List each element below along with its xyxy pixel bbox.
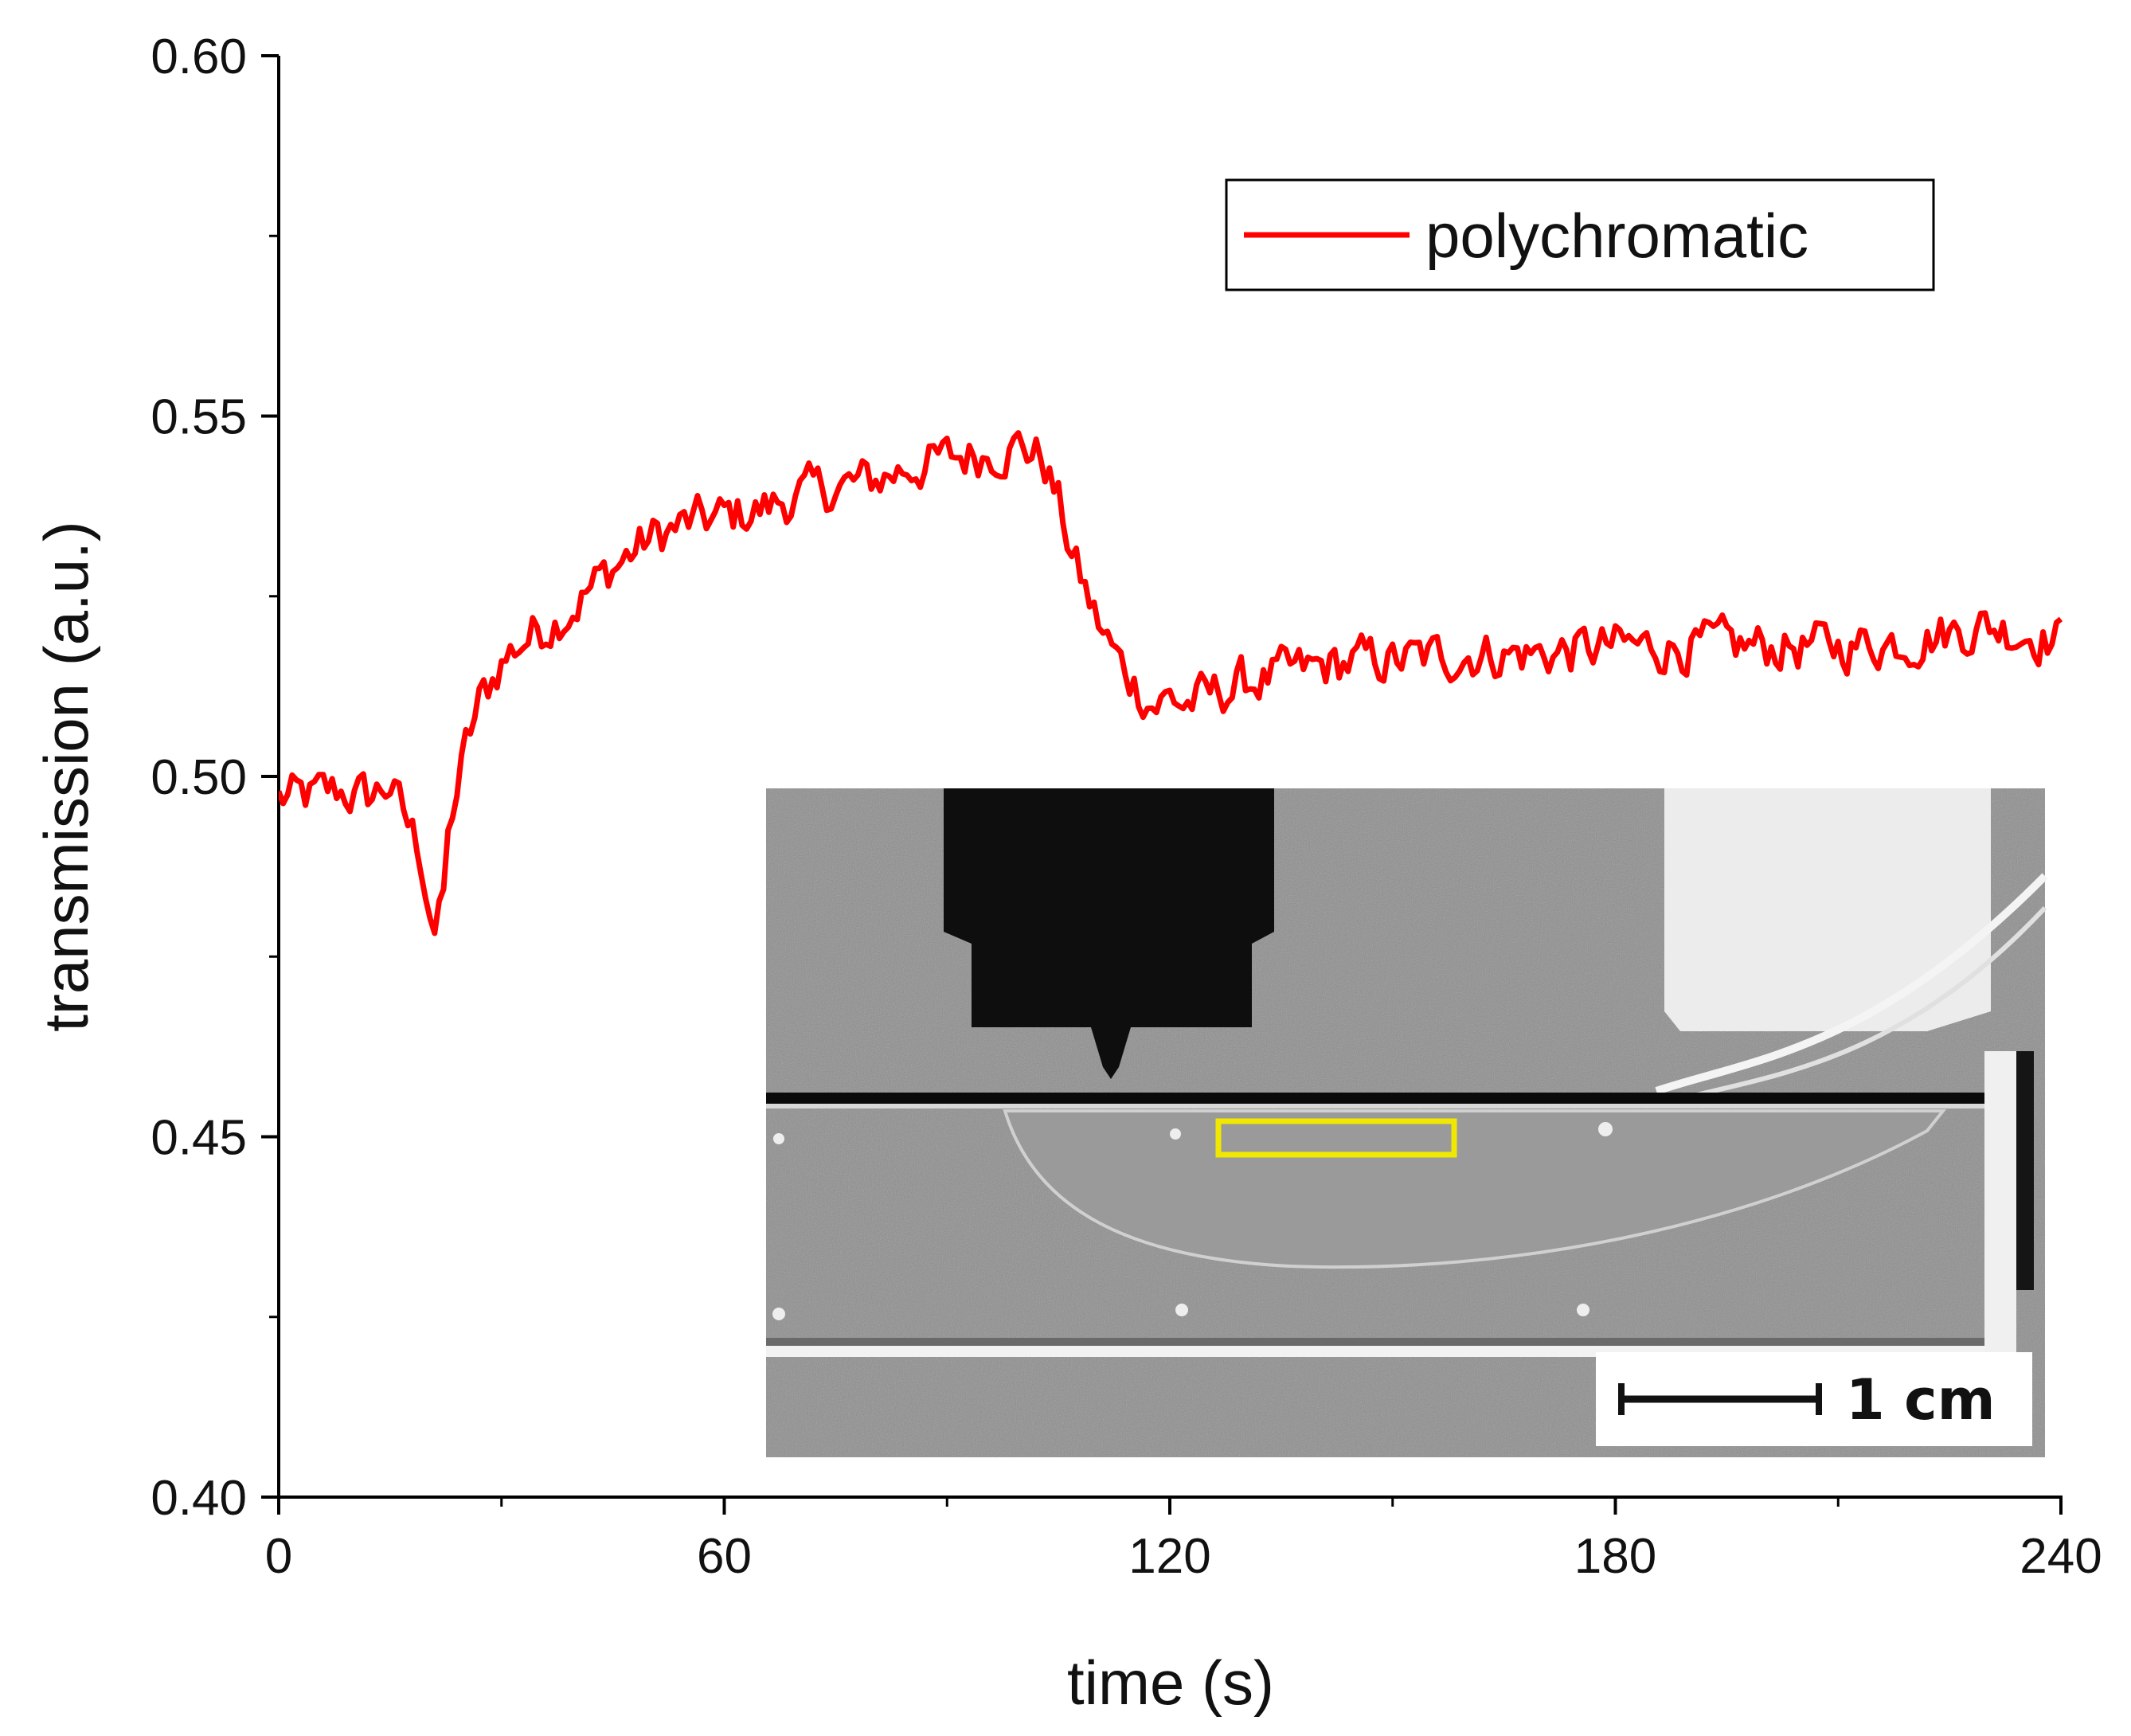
- series-line-polychromatic: [279, 430, 2063, 936]
- melt-pool-shape: [1003, 1109, 1947, 1269]
- marker-dot: [1598, 1122, 1613, 1136]
- marker-dot: [772, 1308, 785, 1320]
- x-ticks: 0 60 120 180 240: [265, 1497, 2102, 1584]
- y-tick-label: 0.50: [151, 750, 247, 805]
- nozzle-shape: [944, 788, 1274, 1079]
- x-axis-title: time (s): [1067, 1648, 1274, 1718]
- y-tick-label: 0.55: [151, 390, 247, 445]
- bracket-shape: [1664, 788, 1991, 1031]
- marker-dot: [1577, 1304, 1589, 1316]
- plate-bottom-shadow: [766, 1338, 1992, 1346]
- right-post-shadow: [2016, 1051, 2034, 1290]
- cable-shape-2: [1664, 905, 2047, 1105]
- x-tick-label: 0: [265, 1529, 292, 1584]
- legend: polychromatic: [1225, 178, 1935, 291]
- x-tick-label: 180: [1574, 1529, 1656, 1584]
- y-tick-label: 0.40: [151, 1471, 247, 1526]
- legend-label-polychromatic: polychromatic: [1425, 201, 1808, 271]
- axes: 0.40 0.45 0.50 0.55 0.60 0 60 120 180 240: [151, 29, 2102, 1584]
- inset-xray-image: 1 cm: [766, 788, 2048, 1457]
- y-tick-label: 0.60: [151, 29, 247, 84]
- x-tick-label: 240: [2020, 1529, 2102, 1584]
- y-axis-title: transmission (a.u.): [31, 521, 101, 1032]
- marker-dot: [1170, 1128, 1181, 1140]
- marker-dot: [773, 1133, 784, 1144]
- plate-top-highlight: [766, 1104, 1984, 1108]
- marker-dot: [1175, 1304, 1188, 1316]
- plate-top-edge: [766, 1093, 1984, 1104]
- roi-rectangle: [1215, 1118, 1457, 1158]
- x-tick-label: 120: [1128, 1529, 1210, 1584]
- y-ticks: 0.40 0.45 0.50 0.55 0.60: [151, 29, 279, 1526]
- scale-bar-label: 1 cm: [1846, 1367, 1996, 1433]
- right-post: [1984, 1051, 2016, 1354]
- y-tick-label: 0.45: [151, 1111, 247, 1166]
- x-tick-label: 60: [697, 1529, 752, 1584]
- cable-shape: [1655, 873, 2048, 1095]
